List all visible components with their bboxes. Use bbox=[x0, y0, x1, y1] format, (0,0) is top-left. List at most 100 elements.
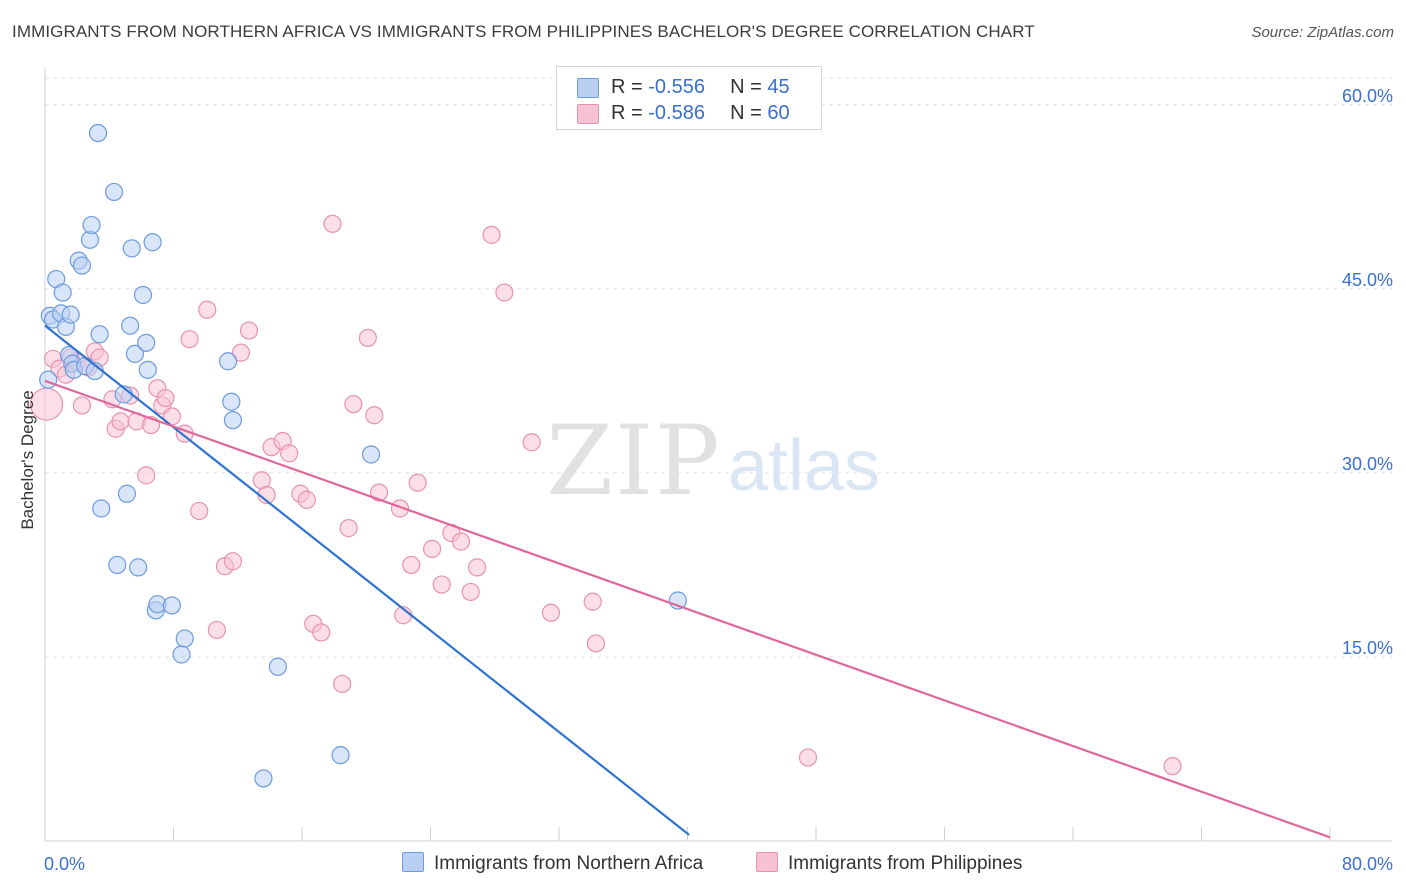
data-point-northern-africa bbox=[172, 645, 191, 664]
data-point-philippines bbox=[482, 225, 501, 244]
data-point-philippines bbox=[198, 300, 217, 319]
data-point-philippines bbox=[467, 558, 487, 577]
data-point-northern-africa bbox=[138, 360, 157, 379]
data-point-philippines bbox=[280, 444, 299, 463]
legend-swatch-blue bbox=[577, 78, 599, 98]
legend-r-label: R = bbox=[611, 76, 649, 98]
data-point-northern-africa bbox=[143, 233, 162, 252]
legend-swatch-pink bbox=[577, 104, 599, 124]
data-point-northern-africa bbox=[82, 215, 101, 235]
trendline-philippines bbox=[44, 379, 1331, 839]
bottom-legend-philippines: Immigrants from Philippines bbox=[756, 852, 1022, 875]
data-point-northern-africa bbox=[129, 558, 148, 577]
watermark-zip: ZIP bbox=[546, 405, 721, 517]
data-point-philippines bbox=[344, 395, 363, 414]
legend-r-value: -0.586 bbox=[648, 102, 705, 124]
bottom-legend-northern-africa: Immigrants from Northern Africa bbox=[402, 852, 703, 875]
data-point-philippines bbox=[495, 283, 514, 302]
data-point-philippines bbox=[339, 519, 358, 538]
legend-r-label: R = bbox=[611, 102, 649, 124]
data-point-philippines bbox=[72, 396, 92, 415]
legend-label: Immigrants from Philippines bbox=[788, 853, 1023, 874]
x-tick-label: 0.0% bbox=[44, 854, 85, 874]
data-point-northern-africa bbox=[61, 305, 80, 324]
legend-n-label: N = bbox=[730, 102, 768, 124]
data-point-philippines bbox=[190, 501, 209, 521]
data-point-northern-africa bbox=[361, 445, 381, 464]
data-point-philippines bbox=[408, 473, 427, 492]
data-point-philippines bbox=[365, 406, 384, 425]
x-tick-label: 80.0% bbox=[1342, 854, 1393, 874]
data-point-northern-africa bbox=[117, 484, 137, 503]
source-credit: Source: ZipAtlas.com bbox=[1251, 24, 1394, 41]
data-point-northern-africa bbox=[88, 123, 108, 143]
data-point-northern-africa bbox=[53, 283, 72, 302]
data-point-northern-africa bbox=[90, 325, 109, 344]
data-point-philippines bbox=[239, 321, 259, 340]
axes bbox=[44, 68, 1392, 842]
data-point-philippines bbox=[297, 490, 316, 509]
legend-swatch-blue bbox=[402, 852, 424, 872]
data-point-philippines bbox=[156, 388, 175, 408]
data-point-philippines bbox=[111, 412, 130, 431]
data-point-philippines bbox=[522, 433, 541, 452]
data-point-philippines bbox=[461, 582, 480, 602]
data-point-philippines bbox=[432, 575, 451, 594]
watermark: ZIP atlas bbox=[546, 405, 880, 517]
y-axis-label: Bachelor's Degree bbox=[18, 390, 37, 530]
trendlines bbox=[44, 324, 1331, 839]
y-tick-label: 60.0% bbox=[1342, 86, 1393, 106]
data-point-philippines bbox=[207, 620, 226, 640]
grid-lines bbox=[45, 77, 1392, 658]
legend-n-value: 60 bbox=[767, 102, 790, 124]
legend-n-value: 45 bbox=[767, 76, 790, 98]
data-point-philippines bbox=[358, 328, 377, 348]
correlation-legend: R = -0.556 N = 45 R = -0.586 N = 60 bbox=[556, 66, 822, 130]
data-point-northern-africa bbox=[104, 182, 124, 202]
y-tick-label: 30.0% bbox=[1342, 454, 1393, 474]
data-point-philippines bbox=[370, 483, 389, 502]
data-point-philippines bbox=[583, 592, 602, 611]
data-point-northern-africa bbox=[175, 629, 194, 648]
data-point-philippines bbox=[312, 623, 331, 642]
y-tick-label: 45.0% bbox=[1342, 270, 1393, 290]
data-point-philippines bbox=[402, 555, 421, 575]
data-point-northern-africa bbox=[108, 555, 127, 575]
data-point-northern-africa bbox=[72, 256, 92, 275]
data-point-northern-africa bbox=[39, 370, 58, 389]
legend-label: Immigrants from Northern Africa bbox=[434, 853, 704, 874]
data-point-philippines bbox=[180, 330, 199, 349]
data-point-northern-africa bbox=[331, 746, 350, 765]
data-point-philippines bbox=[423, 539, 442, 559]
data-point-philippines bbox=[586, 634, 606, 653]
data-point-northern-africa bbox=[137, 333, 156, 352]
data-point-northern-africa bbox=[162, 596, 181, 615]
data-point-northern-africa bbox=[125, 344, 145, 363]
legend-r-value: -0.556 bbox=[648, 76, 705, 98]
data-point-northern-africa bbox=[268, 657, 288, 676]
data-point-philippines bbox=[223, 552, 243, 571]
data-point-northern-africa bbox=[121, 316, 140, 335]
series-philippines-points bbox=[30, 214, 1182, 776]
legend-swatch-pink bbox=[756, 852, 778, 872]
y-tick-label: 15.0% bbox=[1342, 638, 1393, 658]
data-point-philippines bbox=[137, 466, 156, 485]
tick-labels: 15.0% 30.0% 45.0% 60.0% 0.0% 80.0% bbox=[44, 86, 1393, 874]
data-point-northern-africa bbox=[92, 499, 111, 518]
data-point-philippines bbox=[541, 603, 561, 622]
trendline-northern-africa bbox=[44, 324, 690, 836]
data-point-northern-africa bbox=[219, 352, 238, 371]
data-point-northern-africa bbox=[133, 285, 153, 305]
data-point-northern-africa bbox=[222, 392, 241, 411]
data-point-philippines bbox=[451, 532, 471, 551]
data-point-philippines bbox=[323, 214, 342, 233]
data-point-philippines bbox=[1163, 757, 1182, 776]
data-point-northern-africa bbox=[223, 411, 243, 430]
data-point-philippines bbox=[798, 748, 818, 767]
data-point-northern-africa bbox=[122, 239, 141, 258]
legend-n-label: N = bbox=[730, 76, 768, 98]
watermark-atlas: atlas bbox=[728, 426, 880, 506]
series-northern-africa-points bbox=[39, 123, 687, 788]
data-point-philippines bbox=[390, 499, 410, 518]
